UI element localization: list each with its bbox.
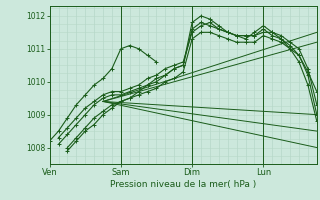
- X-axis label: Pression niveau de la mer( hPa ): Pression niveau de la mer( hPa ): [110, 180, 256, 189]
